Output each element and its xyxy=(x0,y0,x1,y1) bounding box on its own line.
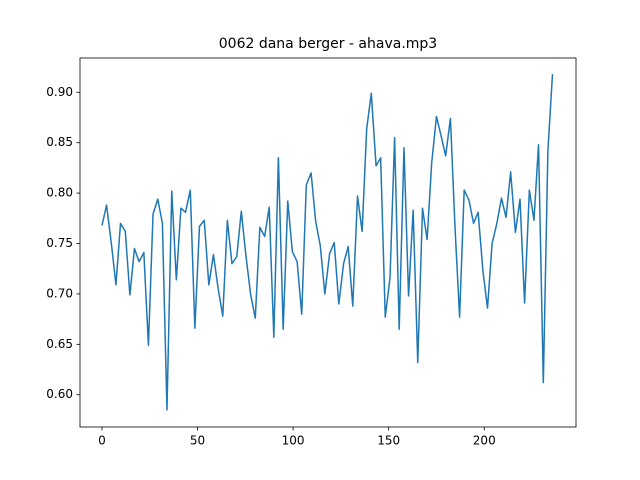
axes-frame xyxy=(79,57,577,428)
line xyxy=(101,74,554,411)
x-tick-label: 0 xyxy=(98,434,106,448)
y-tick-label: 0.85 xyxy=(46,135,73,149)
x-tick-label: 200 xyxy=(473,434,496,448)
y-tick-label: 0.65 xyxy=(46,337,73,351)
y-tick-label: 0.80 xyxy=(46,186,73,200)
chart-title: 0062 dana berger - ahava.mp3 xyxy=(219,36,437,52)
y-tick-label: 0.90 xyxy=(46,85,73,99)
x-tick-label: 100 xyxy=(282,434,305,448)
y-tick-label: 0.70 xyxy=(46,286,73,300)
x-tick-label: 50 xyxy=(190,434,205,448)
x-tick-label: 150 xyxy=(377,434,400,448)
y-tick-label: 0.60 xyxy=(46,387,73,401)
y-tick-label: 0.75 xyxy=(46,236,73,250)
